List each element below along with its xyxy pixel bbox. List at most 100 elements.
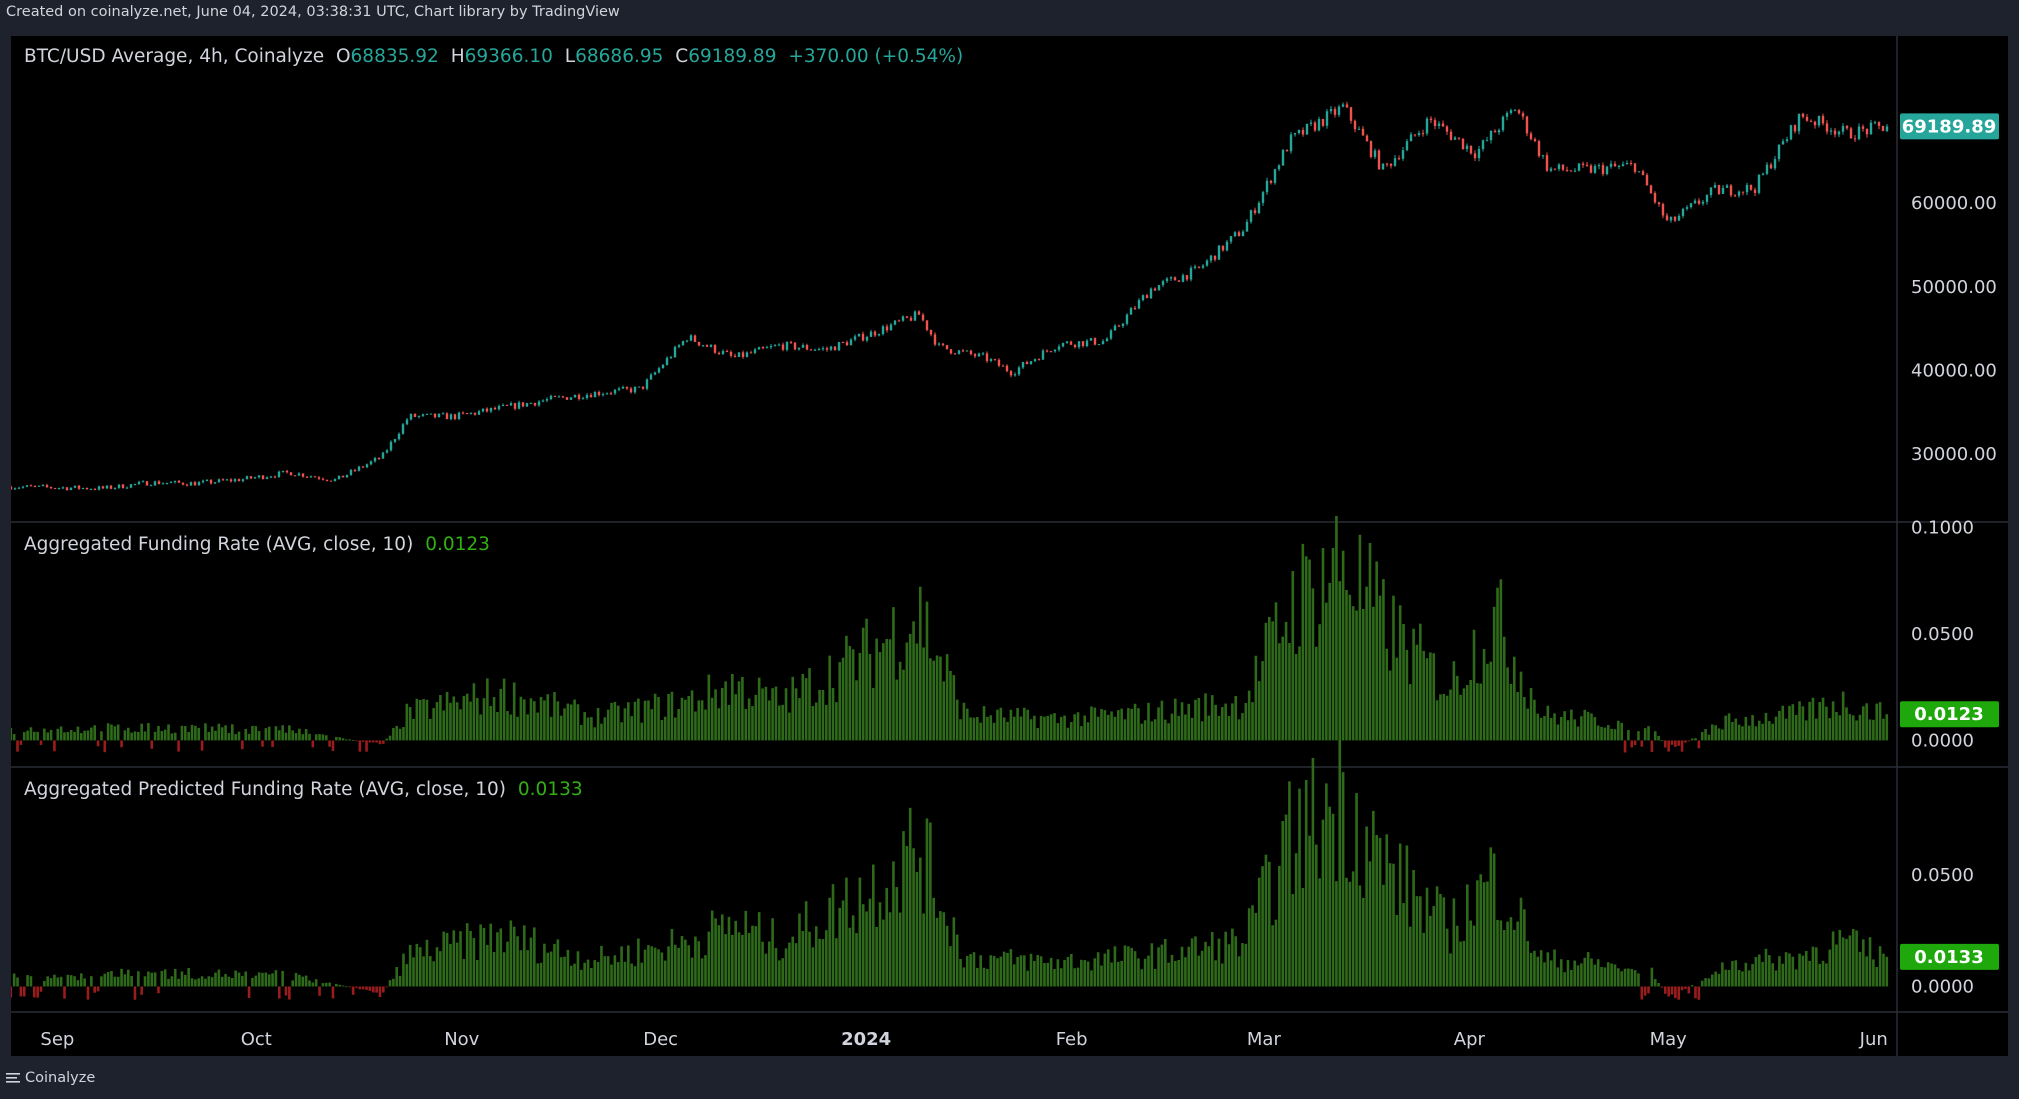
legend-close: 69189.89 <box>688 46 777 67</box>
candle-body <box>9 486 13 490</box>
candle-body <box>1213 255 1217 260</box>
funding-rate-bar <box>210 726 214 741</box>
predicted-funding-rate-bar <box>1855 930 1858 987</box>
predicted-funding-rate-bar <box>1174 961 1177 987</box>
predicted-funding-rate-pane[interactable] <box>9 734 1889 1000</box>
predicted-funding-rate-bar <box>522 925 526 987</box>
funding-rate-bar <box>1512 656 1516 741</box>
predicted-funding-rate-bar <box>546 952 550 987</box>
predicted-funding-rate-bar <box>791 936 795 987</box>
predicted-funding-rate-bar <box>657 949 660 987</box>
funding-rate-pane[interactable] <box>9 515 1889 753</box>
candle-body <box>193 482 197 486</box>
time-scale[interactable]: Sep Oct Nov Dec 2024 Feb Mar Apr May Jun <box>40 1029 1887 1050</box>
chart-frame[interactable]: 30000.00 40000.00 50000.00 60000.00 0.0000 0.… <box>9 36 2008 1056</box>
predicted-funding-rate-bar <box>1113 946 1117 987</box>
candle-body <box>1745 185 1749 193</box>
predicted-funding-rate-bar <box>1519 897 1523 987</box>
predicted-funding-rate-bar <box>1472 925 1476 987</box>
funding-rate-bar <box>744 708 748 741</box>
predicted-funding-rate-bar <box>1751 964 1754 987</box>
funding-rate-bar <box>687 695 691 741</box>
predicted-funding-rate-bar <box>204 978 207 987</box>
funding-rate-bar <box>603 717 607 741</box>
predicted-funding-rate-bar <box>620 946 623 987</box>
predicted-funding-rate-bar <box>153 972 157 987</box>
funding-rate-bar <box>1566 720 1570 741</box>
funding-rate-bar <box>888 639 892 741</box>
funding-rate-bar <box>1217 715 1221 741</box>
candle-body <box>697 341 701 346</box>
predicted-funding-rate-bar <box>1778 956 1781 987</box>
funding-value-badge: 0.0123 <box>1914 704 1983 725</box>
predicted-funding-rate-bar <box>1378 837 1382 987</box>
candle-body <box>1509 110 1513 113</box>
funding-rate-bar <box>110 724 113 741</box>
predicted-funding-rate-bar <box>311 982 315 987</box>
candle-body <box>1581 163 1585 165</box>
funding-rate-bar <box>1825 706 1828 741</box>
funding-rate-bar <box>972 717 976 741</box>
candle-body <box>557 396 561 398</box>
funding-rate-bar <box>1791 704 1795 741</box>
price-scale[interactable]: 30000.0040000.0050000.0060000.000.00000.… <box>1900 113 1999 997</box>
funding-rate-bar <box>714 689 717 741</box>
funding-rate-bar <box>549 716 553 741</box>
candle-body <box>1869 122 1873 135</box>
candle-body <box>1273 169 1277 183</box>
price-pane[interactable] <box>9 101 1889 491</box>
chart-canvas[interactable]: 30000.0040000.0050000.0060000.000.00000.… <box>9 36 2008 1056</box>
predicted-funding-rate-bar <box>596 961 600 987</box>
candle-body <box>457 412 461 420</box>
predicted-funding-rate-bar <box>1872 959 1875 987</box>
candle-body <box>721 351 725 354</box>
footer-brand[interactable]: Coinalyze <box>6 1070 95 1086</box>
candle-body <box>1201 265 1205 268</box>
predicted-funding-rate-bar <box>965 955 969 987</box>
candle-body <box>1045 350 1049 352</box>
candle-body <box>977 353 981 357</box>
predicted-funding-rate-bar <box>1116 961 1120 987</box>
funding-rate-bar <box>992 722 996 741</box>
candle-body <box>581 398 585 400</box>
predicted-funding-rate-bar <box>1600 966 1603 987</box>
predicted-funding-rate-bar <box>1435 886 1439 987</box>
funding-rate-bar <box>1469 680 1472 741</box>
candle-body <box>397 433 401 440</box>
legend-open-label: O <box>335 46 351 67</box>
funding-rate-bar <box>1053 713 1056 741</box>
candle-body <box>845 342 849 346</box>
predicted-funding-rate-bar <box>640 962 644 987</box>
funding-rate-bar <box>472 683 476 741</box>
predicted-funding-rate-bar <box>814 926 818 987</box>
candle-body <box>1205 260 1209 266</box>
candle-body <box>485 408 489 412</box>
predicted-funding-rate-bar <box>459 931 462 987</box>
funding-rate-bar <box>150 740 154 749</box>
funding-rate-bar <box>1375 561 1378 741</box>
funding-rate-bar <box>12 734 16 741</box>
predicted-funding-rate-bar <box>1798 953 1801 987</box>
funding-rate-bar <box>160 731 164 741</box>
predicted-funding-rate-bar <box>1492 853 1496 987</box>
candle-body <box>29 485 33 487</box>
funding-rate-bar <box>36 731 39 741</box>
funding-rate-bar <box>1415 644 1419 741</box>
candle-body <box>1601 165 1605 175</box>
predicted-funding-rate-bar <box>804 901 808 987</box>
predicted-funding-rate-bar <box>432 961 435 987</box>
predicted-funding-rate-bar <box>1526 941 1530 987</box>
predicted-funding-rate-bar <box>952 917 956 987</box>
funding-rate-bar <box>556 701 560 741</box>
funding-rate-bar <box>1116 710 1120 741</box>
predicted-funding-rate-bar <box>331 986 335 999</box>
time-tick-label: May <box>1650 1029 1688 1050</box>
predicted-funding-rate-bar <box>19 986 23 997</box>
candle-body <box>637 386 641 388</box>
funding-rate-bar <box>26 730 29 741</box>
funding-rate-bar <box>751 706 754 741</box>
candle-body <box>81 487 85 489</box>
predicted-funding-rate-bar <box>1825 963 1828 987</box>
funding-rate-bar <box>1687 740 1691 742</box>
funding-rate-bar <box>1425 658 1429 741</box>
